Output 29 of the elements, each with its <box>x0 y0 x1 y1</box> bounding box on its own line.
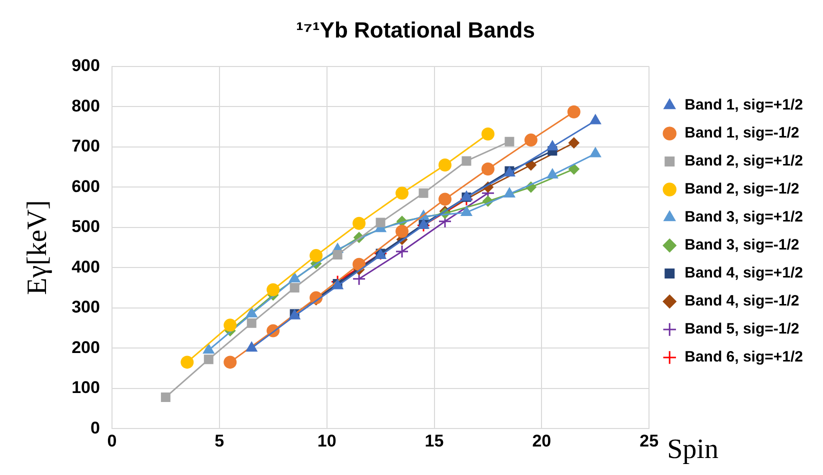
y-tick-label: 700 <box>72 136 100 156</box>
y-tick-label: 300 <box>72 298 100 317</box>
legend-label: Band 1, sig=-1/2 <box>684 124 800 142</box>
y-tick-label: 400 <box>72 257 100 276</box>
x-tick-label: 5 <box>214 431 224 450</box>
legend-label: Band 3, sig=-1/2 <box>684 236 800 254</box>
legend-label: Band 3, sig=+1/2 <box>684 208 803 226</box>
y-tick-label: 900 <box>72 56 100 76</box>
y-tick-label: 0 <box>90 418 100 438</box>
legend-label: Band 6, sig=+1/2 <box>684 348 803 366</box>
legend-label: Band 2, sig=+1/2 <box>684 152 803 170</box>
y-tick-label: 100 <box>72 378 100 398</box>
legend-label: Band 4, sig=+1/2 <box>684 264 803 282</box>
y-tick-label: 500 <box>72 217 100 236</box>
x-tick-label: 0 <box>107 431 117 450</box>
legend-label: Band 2, sig=-1/2 <box>684 180 800 198</box>
y-tick-label: 200 <box>72 338 100 357</box>
legend-label: Band 1, sig=+1/2 <box>684 96 803 114</box>
chart-title: ¹⁷¹Yb Rotational Bands <box>296 17 535 42</box>
y-tick-label: 600 <box>72 176 100 196</box>
x-tick-label: 15 <box>424 431 444 450</box>
legend-label: Band 5, sig=-1/2 <box>684 320 800 338</box>
legend-label: Band 4, sig=-1/2 <box>684 292 800 310</box>
x-tick-label: 20 <box>532 431 552 450</box>
x-axis-title: Spin <box>667 434 718 465</box>
y-axis-title: Eγ[keV] <box>22 200 54 295</box>
x-tick-label: 10 <box>317 431 336 450</box>
x-tick-label: 25 <box>640 431 659 450</box>
y-tick-label: 800 <box>72 96 100 116</box>
